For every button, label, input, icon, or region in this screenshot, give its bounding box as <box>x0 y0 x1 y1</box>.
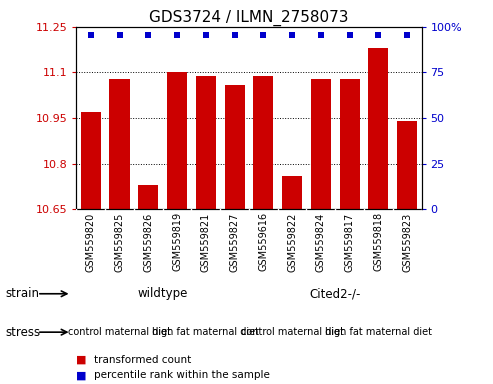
Text: GSM559818: GSM559818 <box>373 212 384 271</box>
Point <box>403 32 411 38</box>
Bar <box>397 121 417 209</box>
Text: GSM559821: GSM559821 <box>201 212 211 271</box>
Text: GSM559827: GSM559827 <box>230 212 240 271</box>
Text: high fat maternal diet: high fat maternal diet <box>325 327 432 337</box>
Text: stress: stress <box>5 326 40 339</box>
Point <box>144 32 152 38</box>
Point <box>202 32 210 38</box>
Text: transformed count: transformed count <box>94 355 191 365</box>
Text: GSM559817: GSM559817 <box>345 212 354 271</box>
Text: GSM559825: GSM559825 <box>114 212 125 271</box>
Bar <box>253 76 274 209</box>
Text: GSM559616: GSM559616 <box>258 212 268 271</box>
Text: ■: ■ <box>76 355 87 365</box>
Bar <box>224 84 245 209</box>
Bar <box>109 79 130 209</box>
Text: GSM559826: GSM559826 <box>143 212 153 271</box>
Point <box>317 32 325 38</box>
Text: percentile rank within the sample: percentile rank within the sample <box>94 370 270 380</box>
Point <box>375 32 383 38</box>
Bar <box>81 112 101 209</box>
Text: control maternal diet: control maternal diet <box>68 327 171 337</box>
Text: strain: strain <box>5 287 39 300</box>
Point <box>259 32 267 38</box>
Text: GSM559819: GSM559819 <box>172 212 182 271</box>
Text: GSM559823: GSM559823 <box>402 212 412 271</box>
Bar <box>311 79 331 209</box>
Text: ■: ■ <box>76 370 87 380</box>
Text: high fat maternal diet: high fat maternal diet <box>152 327 259 337</box>
Bar <box>282 176 302 209</box>
Bar <box>368 48 388 209</box>
Point <box>87 32 95 38</box>
Point <box>173 32 181 38</box>
Text: Cited2-/-: Cited2-/- <box>310 287 361 300</box>
Text: GSM559822: GSM559822 <box>287 212 297 271</box>
Point <box>346 32 353 38</box>
Bar <box>167 73 187 209</box>
Bar <box>138 185 158 209</box>
Bar <box>196 76 216 209</box>
Text: control maternal diet: control maternal diet <box>241 327 344 337</box>
Title: GDS3724 / ILMN_2758073: GDS3724 / ILMN_2758073 <box>149 9 349 25</box>
Text: GSM559824: GSM559824 <box>316 212 326 271</box>
Point <box>231 32 239 38</box>
Bar <box>340 79 360 209</box>
Text: wildtype: wildtype <box>138 287 188 300</box>
Point <box>115 32 123 38</box>
Point <box>288 32 296 38</box>
Text: GSM559820: GSM559820 <box>86 212 96 271</box>
